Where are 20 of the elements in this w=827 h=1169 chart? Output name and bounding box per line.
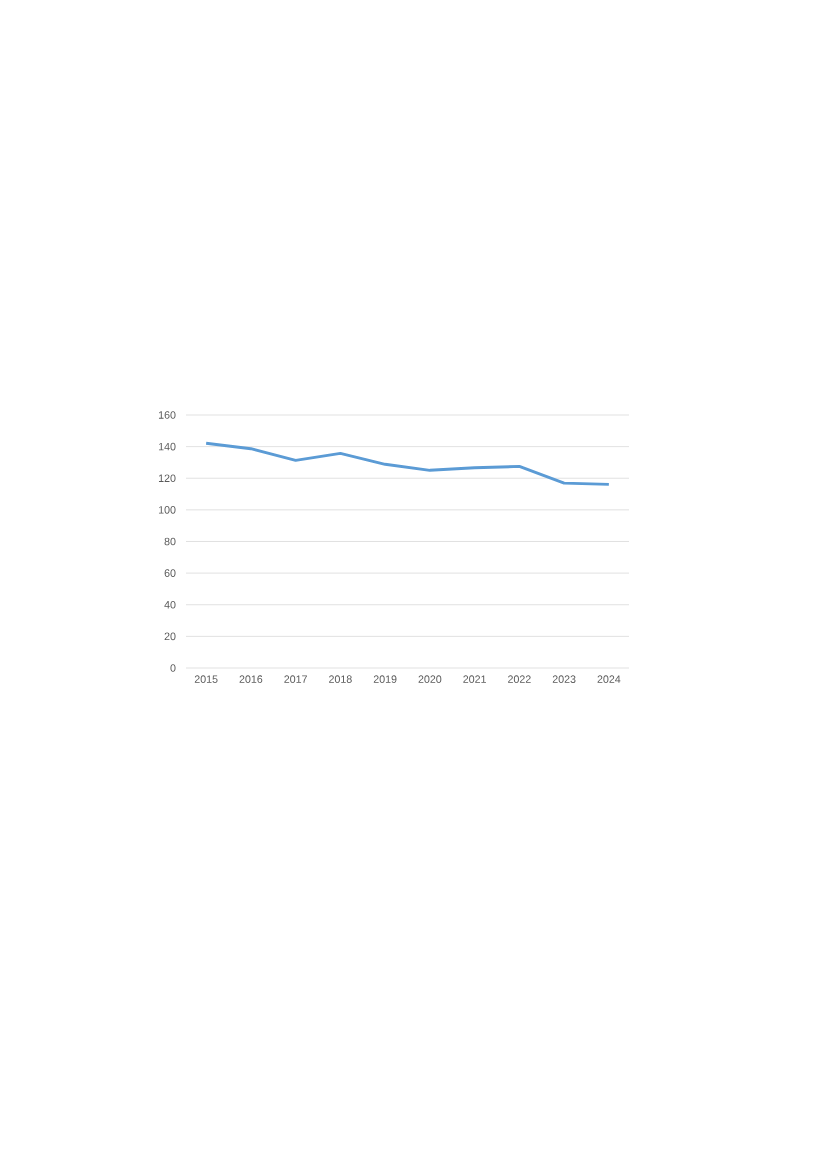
y-tick-label: 100 (158, 506, 176, 514)
x-tick-label: 2020 (418, 675, 442, 683)
x-tick-label: 2016 (239, 675, 263, 683)
line-series (204, 441, 611, 486)
y-tick-label: 40 (164, 600, 176, 609)
y-tick-label: 80 (164, 537, 176, 546)
y-tick-label: 60 (164, 569, 176, 577)
y-tick-label: 0 (170, 664, 176, 672)
y-tick-label: 20 (164, 632, 176, 641)
x-tick-label: 2019 (373, 675, 397, 683)
x-tick-label: 2018 (329, 675, 352, 683)
x-tick-label: 2022 (508, 675, 531, 683)
y-tick-label: 160 (158, 411, 176, 419)
x-tick-label: 2017 (284, 675, 307, 683)
x-tick-label: 2023 (552, 675, 576, 683)
x-tick-label: 2015 (194, 675, 218, 683)
y-tick-label: 120 (158, 474, 176, 483)
x-tick-label: 2024 (597, 675, 621, 683)
y-tick-label: 140 (158, 442, 176, 451)
x-tick-label: 2021 (463, 675, 486, 683)
